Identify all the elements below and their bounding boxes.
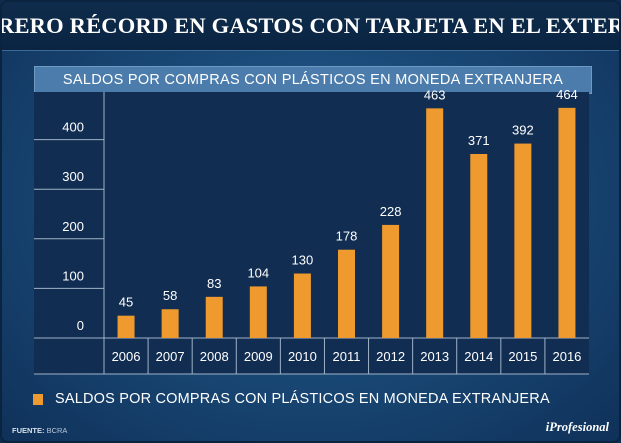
bar bbox=[117, 315, 135, 338]
chart-title: SALDOS POR COMPRAS CON PLÁSTICOS EN MONE… bbox=[62, 72, 564, 88]
x-tick-label: 2008 bbox=[200, 349, 229, 364]
bar bbox=[205, 296, 223, 338]
data-label: 228 bbox=[380, 204, 402, 219]
x-tick-label: 2013 bbox=[420, 349, 449, 364]
data-label: 178 bbox=[336, 229, 358, 244]
data-label: 130 bbox=[292, 253, 314, 268]
y-tick-label: 300 bbox=[62, 169, 84, 184]
bar bbox=[249, 286, 267, 338]
bar bbox=[161, 309, 179, 338]
page-title: FEBRERO RÉCORD EN GASTOS CON TARJETA EN … bbox=[0, 13, 619, 38]
legend: SALDOS POR COMPRAS CON PLÁSTICOS EN MONE… bbox=[33, 389, 550, 409]
data-label: 464 bbox=[556, 87, 578, 102]
bar bbox=[382, 224, 400, 338]
x-tick-label: 2015 bbox=[508, 349, 537, 364]
legend-swatch bbox=[33, 393, 43, 405]
source-label: FUENTE: bbox=[12, 426, 45, 435]
data-label: 392 bbox=[512, 123, 534, 138]
bar bbox=[514, 143, 532, 338]
y-tick-label: 200 bbox=[62, 219, 84, 234]
source-note: FUENTE: BCRA bbox=[12, 426, 67, 435]
y-tick-label: 0 bbox=[77, 318, 84, 333]
x-tick-label: 2016 bbox=[552, 349, 581, 364]
data-label: 83 bbox=[207, 276, 221, 291]
bar bbox=[338, 249, 355, 338]
y-tick-label: 400 bbox=[62, 120, 84, 135]
x-tick-label: 2010 bbox=[288, 349, 317, 364]
data-label: 463 bbox=[424, 87, 446, 102]
brand-logo: iProfesional bbox=[545, 420, 609, 434]
header-bar: FEBRERO RÉCORD EN GASTOS CON TARJETA EN … bbox=[2, 2, 619, 51]
x-tick-label: 2011 bbox=[333, 349, 361, 364]
x-tick-label: 2009 bbox=[244, 349, 273, 364]
x-tick-label: 2006 bbox=[112, 349, 141, 364]
data-label: 58 bbox=[163, 288, 177, 303]
x-tick-label: 2014 bbox=[464, 349, 493, 364]
plot-background bbox=[34, 92, 589, 374]
bar bbox=[293, 273, 311, 338]
bar bbox=[426, 108, 444, 339]
data-label: 45 bbox=[119, 295, 133, 310]
x-tick-label: 2007 bbox=[156, 349, 185, 364]
bar bbox=[558, 107, 576, 338]
legend-label: SALDOS POR COMPRAS CON PLÁSTICOS EN MONE… bbox=[55, 391, 550, 407]
data-label: 104 bbox=[247, 265, 269, 280]
x-tick-label: 2012 bbox=[376, 349, 405, 364]
source-value: BCRA bbox=[46, 426, 68, 435]
data-label: 371 bbox=[468, 133, 490, 148]
y-tick-label: 100 bbox=[62, 268, 84, 283]
bar bbox=[470, 153, 488, 338]
